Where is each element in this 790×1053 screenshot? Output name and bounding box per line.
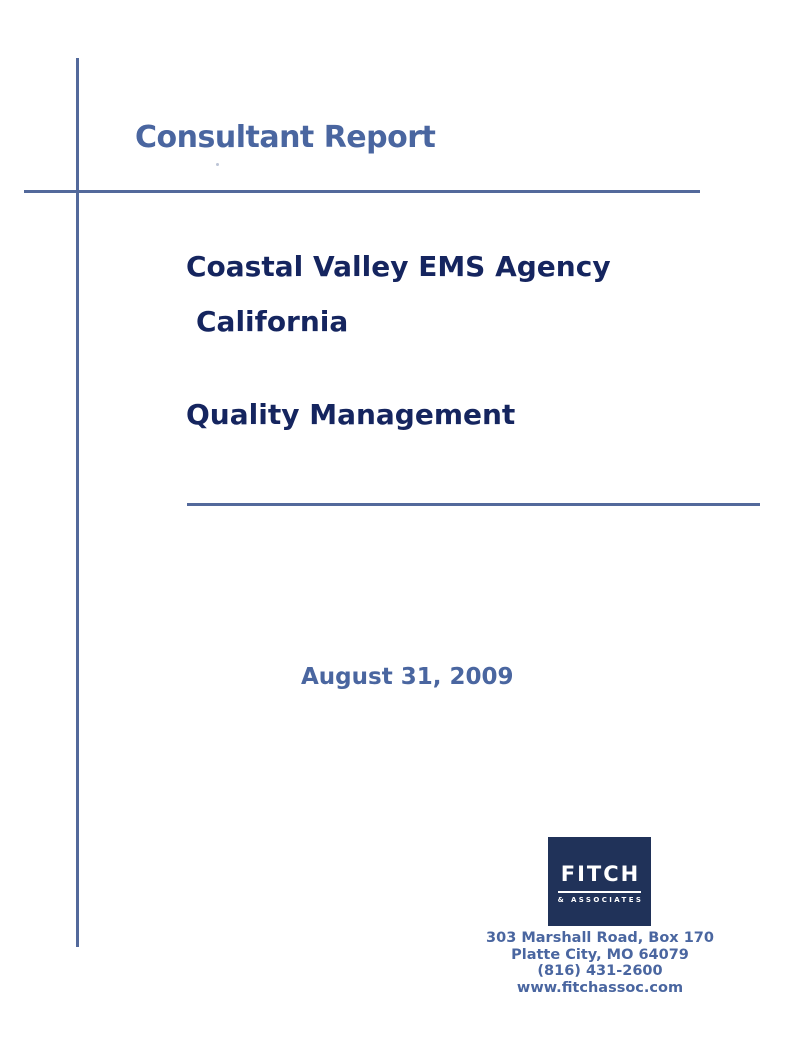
report-title-line-2: California — [196, 305, 349, 338]
fitch-logo-tagline: & ASSOCIATES — [557, 896, 644, 904]
contact-block: 303 Marshall Road, Box 170 Platte City, … — [480, 930, 720, 996]
contact-address-line-1: 303 Marshall Road, Box 170 — [486, 930, 714, 946]
report-title-line-3: Quality Management — [186, 398, 516, 431]
report-title-line-1: Coastal Valley EMS Agency — [186, 250, 611, 283]
top-horizontal-rule — [24, 190, 700, 193]
contact-website: www.fitchassoc.com — [516, 979, 684, 996]
contact-address-line-2: Platte City, MO 64079 — [511, 946, 689, 963]
fitch-logo: FITCH & ASSOCIATES — [548, 837, 651, 926]
title-underline-rule — [187, 503, 760, 506]
report-type-heading: Consultant Report — [135, 120, 436, 155]
contact-phone: (816) 431-2600 — [537, 963, 663, 979]
vertical-rule — [76, 58, 79, 947]
fitch-logo-divider — [558, 891, 641, 893]
fitch-logo-wordmark: FITCH — [560, 862, 641, 886]
report-date: August 31, 2009 — [301, 664, 514, 690]
scan-artifact-dot — [216, 163, 219, 166]
